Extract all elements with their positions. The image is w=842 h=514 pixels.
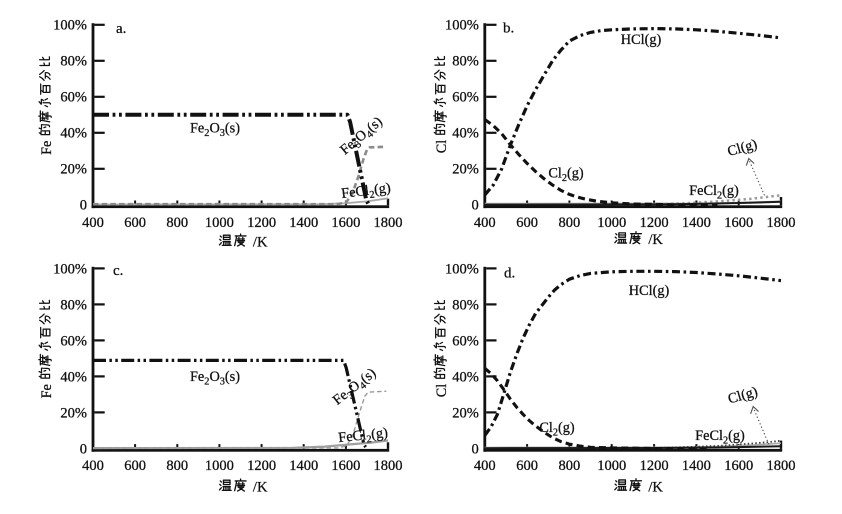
svg-text:1600: 1600 [331, 215, 360, 231]
svg-text:0: 0 [80, 441, 87, 457]
svg-text:800: 800 [559, 215, 581, 231]
svg-text:60%: 60% [452, 90, 479, 106]
svg-text:Fe3​O4​(s): Fe3​O4​(s) [337, 114, 387, 160]
svg-text:1800: 1800 [767, 458, 796, 474]
svg-text:Cl2​(g): Cl2​(g) [548, 166, 584, 184]
svg-text:600: 600 [516, 215, 538, 231]
svg-text:60%: 60% [60, 333, 87, 349]
svg-text:20%: 20% [452, 405, 479, 421]
svg-text:FeCl2​(g): FeCl2​(g) [689, 183, 739, 201]
svg-text:b.: b. [503, 21, 514, 37]
svg-text:/K: /K [645, 232, 664, 248]
svg-text:Fe2​O3​(s): Fe2​O3​(s) [190, 121, 240, 139]
svg-text:a.: a. [116, 21, 126, 37]
svg-text:20%: 20% [452, 162, 479, 178]
svg-text:1600: 1600 [331, 458, 360, 474]
svg-text:FeCl2​(g): FeCl2​(g) [340, 180, 392, 204]
svg-text:40%: 40% [60, 369, 87, 385]
svg-text:c.: c. [113, 263, 123, 279]
svg-text:1200: 1200 [247, 215, 276, 231]
svg-text:400: 400 [474, 215, 496, 231]
svg-text:800: 800 [559, 458, 581, 474]
svg-text:1000: 1000 [597, 458, 626, 474]
svg-text:1400: 1400 [289, 458, 318, 474]
svg-text:HCl(g): HCl(g) [621, 32, 662, 48]
svg-text:1400: 1400 [682, 215, 711, 231]
svg-text:100%: 100% [53, 261, 87, 277]
svg-text:FeCl2​(g): FeCl2​(g) [338, 425, 390, 449]
svg-text:HCl(g): HCl(g) [629, 283, 670, 299]
svg-text:800: 800 [166, 458, 188, 474]
svg-text:1600: 1600 [724, 215, 753, 231]
svg-text:60%: 60% [60, 90, 87, 106]
svg-text:400: 400 [82, 215, 104, 231]
svg-text:600: 600 [516, 458, 538, 474]
svg-text:800: 800 [166, 215, 188, 231]
svg-text:/K: /K [249, 480, 268, 496]
svg-text:Fe: Fe [39, 384, 55, 398]
svg-text:80%: 80% [452, 297, 479, 313]
svg-text:1600: 1600 [724, 458, 753, 474]
svg-text:1000: 1000 [205, 215, 234, 231]
svg-text:0: 0 [472, 198, 479, 214]
svg-text:20%: 20% [60, 162, 87, 178]
svg-text:1000: 1000 [597, 215, 626, 231]
svg-text:600: 600 [124, 458, 146, 474]
svg-text:d.: d. [504, 266, 515, 282]
svg-text:1200: 1200 [640, 458, 669, 474]
svg-text:/K: /K [249, 235, 268, 251]
svg-text:0: 0 [472, 441, 479, 457]
svg-text:FeCl2​(g): FeCl2​(g) [695, 428, 745, 446]
svg-text:400: 400 [474, 458, 496, 474]
svg-text:80%: 80% [452, 54, 479, 70]
svg-text:Cl: Cl [434, 140, 450, 153]
svg-text:Cl2​(g): Cl2​(g) [539, 420, 575, 438]
svg-text:1800: 1800 [374, 458, 403, 474]
svg-text:60%: 60% [452, 333, 479, 349]
svg-text:80%: 80% [60, 54, 87, 70]
svg-text:100%: 100% [445, 261, 479, 277]
svg-text:100%: 100% [53, 18, 87, 34]
svg-text:Fe2​O3​(s): Fe2​O3​(s) [190, 369, 240, 387]
svg-text:20%: 20% [60, 405, 87, 421]
svg-text:400: 400 [82, 458, 104, 474]
svg-text:100%: 100% [445, 18, 479, 34]
svg-text:1800: 1800 [374, 215, 403, 231]
svg-text:600: 600 [124, 215, 146, 231]
svg-text:80%: 80% [60, 297, 87, 313]
svg-text:1400: 1400 [289, 215, 318, 231]
svg-text:1000: 1000 [205, 458, 234, 474]
svg-text:40%: 40% [452, 369, 479, 385]
svg-text:Cl: Cl [434, 384, 450, 397]
svg-text:40%: 40% [452, 126, 479, 142]
svg-text:1400: 1400 [682, 458, 711, 474]
svg-text:0: 0 [80, 198, 87, 214]
svg-text:1200: 1200 [247, 458, 276, 474]
svg-text:Fe: Fe [39, 141, 55, 155]
svg-text:1200: 1200 [640, 215, 669, 231]
svg-text:/K: /K [645, 479, 664, 495]
svg-text:1800: 1800 [767, 215, 796, 231]
svg-text:Fe3​O4​(s): Fe3​O4​(s) [330, 365, 381, 410]
svg-text:40%: 40% [60, 126, 87, 142]
